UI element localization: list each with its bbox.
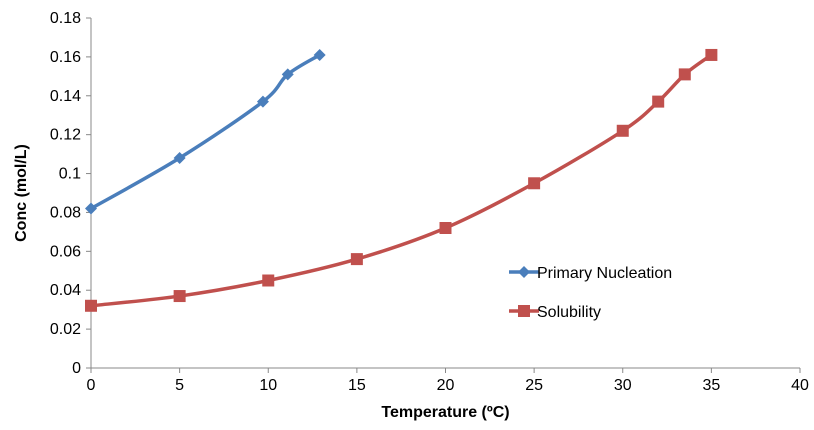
legend: Primary Nucleation Solubility	[509, 265, 672, 321]
data-point-solubility	[705, 48, 718, 61]
legend-marker-primary-nucleation	[518, 266, 530, 278]
y-tick-label: 0.04	[50, 282, 81, 299]
data-point-solubility	[350, 253, 363, 266]
x-tick-label: 25	[525, 377, 543, 394]
y-tick-label: 0	[72, 360, 81, 377]
x-tick-label: 40	[791, 377, 809, 394]
data-point-solubility	[173, 290, 186, 303]
data-point-solubility	[528, 177, 541, 190]
axes: 0 5 10 15 20 25 30 35 40 0 0.02 0.04 0.06 0.08 0.1 0.1…	[50, 10, 809, 394]
series-solubility	[85, 48, 718, 312]
x-tick-label: 10	[259, 377, 277, 394]
x-tick-label: 5	[175, 377, 184, 394]
x-tick-label: 20	[437, 377, 455, 394]
data-point-solubility	[652, 95, 665, 108]
legend-item-solubility: Solubility	[509, 304, 601, 321]
y-tick-label: 0.16	[50, 49, 81, 66]
data-point-primary-nucleation	[313, 48, 326, 61]
data-point-solubility	[616, 124, 629, 137]
y-tick-label: 0.14	[50, 88, 81, 105]
series-line-solubility	[90, 53, 713, 308]
y-tick-label: 0.12	[50, 127, 81, 144]
x-tick-label: 0	[87, 377, 96, 394]
data-point-primary-nucleation	[281, 68, 294, 81]
data-point-primary-nucleation	[85, 202, 97, 215]
legend-marker-solubility	[518, 305, 530, 317]
x-tick-label: 35	[702, 377, 720, 394]
y-axis-title: Conc (mol/L)	[13, 144, 30, 242]
series-layer	[85, 48, 718, 312]
x-tick-label: 15	[348, 377, 366, 394]
series-primary-nucleation	[85, 48, 326, 215]
y-tick-label: 0.18	[50, 10, 81, 27]
series-line-primary-nucleation	[90, 53, 321, 211]
legend-label-solubility: Solubility	[537, 304, 601, 321]
data-point-solubility	[85, 299, 97, 312]
data-point-primary-nucleation	[256, 95, 269, 108]
legend-item-primary-nucleation: Primary Nucleation	[509, 265, 672, 282]
y-ticks: 0 0.02 0.04 0.06 0.08 0.1 0.12 0.14 0.16 0.18	[50, 10, 91, 377]
data-point-primary-nucleation	[173, 152, 186, 164]
x-axis-title: Temperature (ºC)	[381, 404, 509, 421]
data-point-solubility	[262, 274, 275, 287]
legend-label-primary-nucleation: Primary Nucleation	[537, 265, 672, 282]
data-point-solubility	[678, 68, 691, 81]
y-tick-label: 0.02	[50, 321, 81, 338]
data-point-solubility	[439, 222, 452, 234]
y-tick-label: 0.08	[50, 204, 81, 221]
x-tick-label: 30	[614, 377, 632, 394]
y-tick-label: 0.06	[50, 243, 81, 260]
y-tick-label: 0.1	[59, 166, 81, 183]
x-ticks: 0 5 10 15 20 25 30 35 40	[87, 368, 809, 394]
